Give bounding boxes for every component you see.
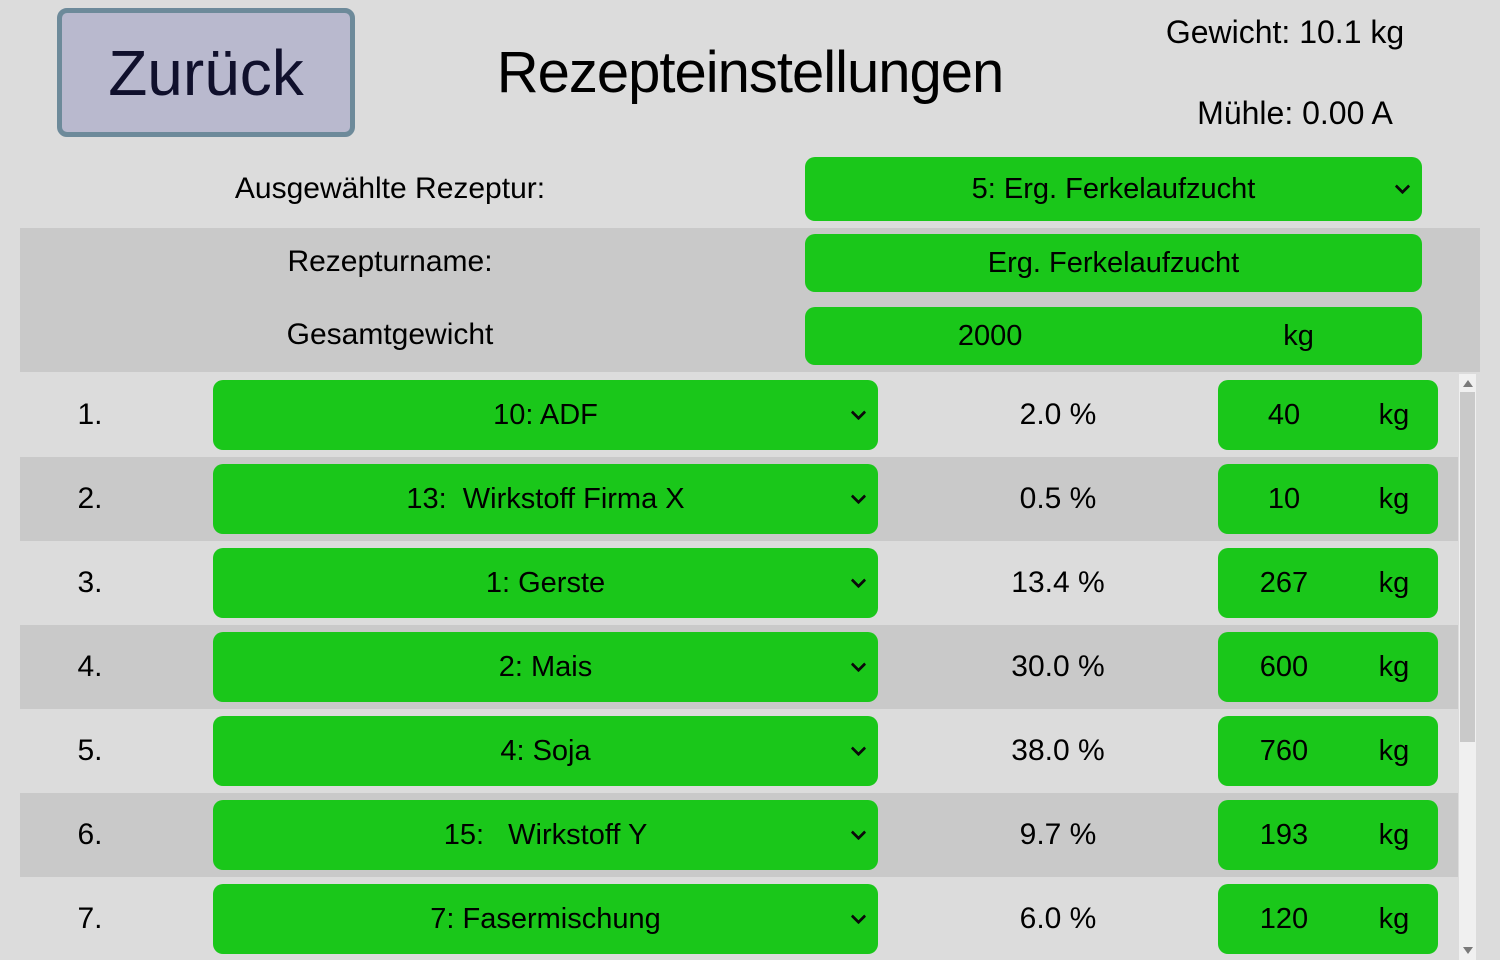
percent-value: 38.0 % <box>1011 734 1105 767</box>
percent-value: 6.0 % <box>1019 902 1097 935</box>
amount-input[interactable]: 120 kg <box>1218 884 1438 954</box>
component-select[interactable]: 10: ADF <box>213 380 878 450</box>
component-select[interactable]: 15: Wirkstoff Y <box>213 800 878 870</box>
component-select-value: 7: Fasermischung <box>430 902 661 935</box>
ingredient-rows: 1. 10: ADF 2.0 % 40 kg 2. 13: Wirkstoff … <box>0 373 1500 960</box>
chevron-down-icon <box>1394 178 1411 195</box>
amount-value: 40 <box>1267 398 1301 431</box>
recipe-info-panel: Rezepturname: Erg. Ferkelaufzucht Gesamt… <box>20 228 1480 372</box>
ingredient-row: 2. 13: Wirkstoff Firma X 0.5 % 10 kg <box>0 457 1500 541</box>
amount-input[interactable]: 760 kg <box>1218 716 1438 786</box>
amount-unit: kg <box>1378 566 1410 599</box>
chevron-down-icon <box>850 908 867 925</box>
row-number: 7. <box>77 902 103 935</box>
amount-value: 760 <box>1259 734 1309 767</box>
recipe-name-value: Erg. Ferkelaufzucht <box>987 246 1240 279</box>
amount-unit: kg <box>1378 902 1410 935</box>
scroll-thumb[interactable] <box>1460 392 1475 742</box>
component-select[interactable]: 13: Wirkstoff Firma X <box>213 464 878 534</box>
amount-unit: kg <box>1378 482 1410 515</box>
chevron-down-icon <box>850 404 867 421</box>
total-weight-value: 2000 <box>957 319 1023 352</box>
amount-unit: kg <box>1378 398 1410 431</box>
component-select-value: 1: Gerste <box>485 566 606 599</box>
scroll-up-button[interactable] <box>1459 375 1476 392</box>
ingredient-row: 1. 10: ADF 2.0 % 40 kg <box>0 373 1500 457</box>
percent-value: 0.5 % <box>1019 482 1097 515</box>
amount-value: 120 <box>1259 902 1309 935</box>
triangle-up-icon <box>1462 380 1473 387</box>
amount-unit: kg <box>1378 734 1410 767</box>
row-number: 4. <box>77 650 103 683</box>
amount-unit: kg <box>1378 650 1410 683</box>
chevron-down-icon <box>850 488 867 505</box>
chevron-down-icon <box>850 824 867 841</box>
percent-value: 2.0 % <box>1019 398 1097 431</box>
back-button[interactable]: Zurück <box>57 8 355 137</box>
triangle-down-icon <box>1462 947 1473 954</box>
component-select[interactable]: 7: Fasermischung <box>213 884 878 954</box>
component-select-value: 4: Soja <box>500 734 591 767</box>
amount-value: 600 <box>1259 650 1309 683</box>
row-number: 1. <box>77 398 103 431</box>
recipe-select[interactable]: 5: Erg. Ferkelaufzucht <box>805 157 1422 221</box>
component-select-value: 2: Mais <box>498 650 593 683</box>
amount-input[interactable]: 10 kg <box>1218 464 1438 534</box>
amount-input[interactable]: 40 kg <box>1218 380 1438 450</box>
chevron-down-icon <box>850 656 867 673</box>
ingredient-row: 7. 7: Fasermischung 6.0 % 120 kg <box>0 877 1500 960</box>
amount-input[interactable]: 267 kg <box>1218 548 1438 618</box>
component-select-value: 15: Wirkstoff Y <box>443 818 648 851</box>
component-select-value: 13: Wirkstoff Firma X <box>406 482 685 515</box>
total-weight-input[interactable]: 2000 kg <box>805 307 1422 365</box>
recipe-name-label: Rezepturname: <box>287 245 493 278</box>
component-select[interactable]: 2: Mais <box>213 632 878 702</box>
component-select[interactable]: 4: Soja <box>213 716 878 786</box>
total-weight-unit: kg <box>1283 319 1314 352</box>
chevron-down-icon <box>850 572 867 589</box>
recipe-name-input[interactable]: Erg. Ferkelaufzucht <box>805 234 1422 292</box>
total-weight-label: Gesamtgewicht <box>286 318 494 351</box>
recipe-select-value: 5: Erg. Ferkelaufzucht <box>971 172 1256 205</box>
scrollbar[interactable] <box>1459 374 1476 960</box>
page-title: Rezepteinstellungen <box>496 40 1005 105</box>
row-number: 2. <box>77 482 103 515</box>
ingredient-row: 5. 4: Soja 38.0 % 760 kg <box>0 709 1500 793</box>
chevron-down-icon <box>850 740 867 757</box>
mill-status: Mühle: 0.00 A <box>1197 95 1393 131</box>
weight-status: Gewicht: 10.1 kg <box>1165 14 1405 50</box>
amount-input[interactable]: 600 kg <box>1218 632 1438 702</box>
component-select[interactable]: 1: Gerste <box>213 548 878 618</box>
amount-unit: kg <box>1378 818 1410 851</box>
row-number: 3. <box>77 566 103 599</box>
amount-value: 193 <box>1259 818 1309 851</box>
percent-value: 30.0 % <box>1011 650 1105 683</box>
ingredient-row: 3. 1: Gerste 13.4 % 267 kg <box>0 541 1500 625</box>
row-number: 6. <box>77 818 103 851</box>
ingredient-row: 6. 15: Wirkstoff Y 9.7 % 193 kg <box>0 793 1500 877</box>
percent-value: 9.7 % <box>1019 818 1097 851</box>
component-select-value: 10: ADF <box>493 398 598 431</box>
row-number: 5. <box>77 734 103 767</box>
percent-value: 13.4 % <box>1011 566 1105 599</box>
amount-value: 267 <box>1259 566 1309 599</box>
scroll-down-button[interactable] <box>1459 942 1476 959</box>
selected-recipe-label: Ausgewählte Rezeptur: <box>234 172 546 205</box>
ingredient-row: 4. 2: Mais 30.0 % 600 kg <box>0 625 1500 709</box>
amount-value: 10 <box>1267 482 1301 515</box>
amount-input[interactable]: 193 kg <box>1218 800 1438 870</box>
